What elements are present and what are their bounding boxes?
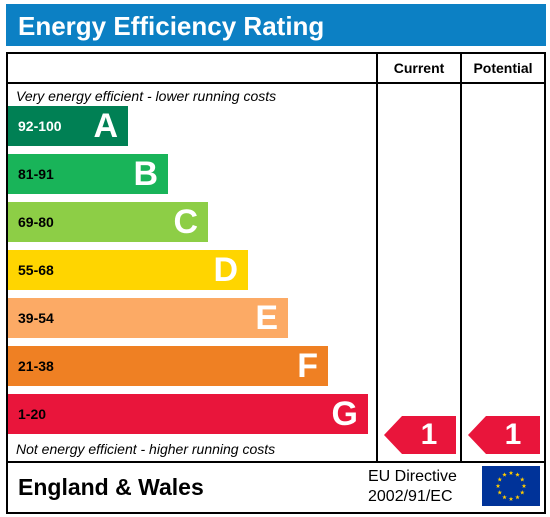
band-letter: A xyxy=(93,107,118,145)
band-b: 81-91 B xyxy=(8,154,168,194)
eu-star-icon xyxy=(519,477,525,482)
eu-star-icon xyxy=(515,494,520,500)
column-header-current: Current xyxy=(393,60,445,76)
band-range-label: 81-91 xyxy=(18,166,54,182)
band-f: 21-38 F xyxy=(8,346,328,386)
band-a: 92-100 A xyxy=(8,106,128,146)
eu-flag-icon xyxy=(482,466,540,506)
band-letter: G xyxy=(331,395,358,433)
column-header-potential: Potential xyxy=(473,60,533,76)
band-range-label: 92-100 xyxy=(18,118,62,134)
band-c: 69-80 C xyxy=(8,202,208,242)
page-title: Energy Efficiency Rating xyxy=(18,11,325,41)
current-rating-value: 1 xyxy=(420,418,438,451)
directive-line-2: 2002/91/EC xyxy=(368,488,453,505)
current-column-divider xyxy=(376,54,378,461)
eu-star-icon xyxy=(497,490,503,495)
band-e: 39-54 E xyxy=(8,298,288,338)
eu-star-icon xyxy=(515,472,520,477)
eu-star-icon xyxy=(502,494,507,500)
band-range-label: 55-68 xyxy=(18,262,54,278)
band-d: 55-68 D xyxy=(8,250,248,290)
caption-bottom: Not energy efficient - higher running co… xyxy=(16,441,276,457)
band-letter: F xyxy=(297,347,318,385)
rating-table xyxy=(6,52,546,514)
band-range-label: 1-20 xyxy=(18,406,47,422)
band-letter: C xyxy=(173,203,198,241)
band-range-label: 39-54 xyxy=(18,310,54,326)
footer-region: England & Wales xyxy=(18,474,204,500)
band-letter: E xyxy=(255,299,278,337)
band-range-label: 69-80 xyxy=(18,214,54,230)
eu-star-icon xyxy=(508,496,514,501)
current-rating-arrow: 1 xyxy=(384,416,456,454)
eu-star-icon xyxy=(519,490,525,495)
band-range-label: 21-38 xyxy=(18,358,54,374)
caption-top: Very energy efficient - lower running co… xyxy=(16,88,277,104)
eu-star-icon xyxy=(497,477,503,482)
potential-column-divider xyxy=(460,54,462,461)
header-divider xyxy=(8,82,544,84)
band-letter: B xyxy=(133,155,158,193)
header-bar: Energy Efficiency Rating xyxy=(6,4,546,46)
eu-star-icon xyxy=(502,472,507,477)
potential-rating-value: 1 xyxy=(504,418,522,451)
eu-star-icon xyxy=(508,470,514,475)
band-g: 1-20 G xyxy=(8,394,368,434)
eu-star-icon xyxy=(521,483,527,488)
directive-line-1: EU Directive xyxy=(368,468,457,485)
eu-star-icon xyxy=(495,483,501,488)
potential-rating-arrow: 1 xyxy=(468,416,540,454)
footer-divider xyxy=(8,461,544,463)
band-letter: D xyxy=(213,251,238,289)
